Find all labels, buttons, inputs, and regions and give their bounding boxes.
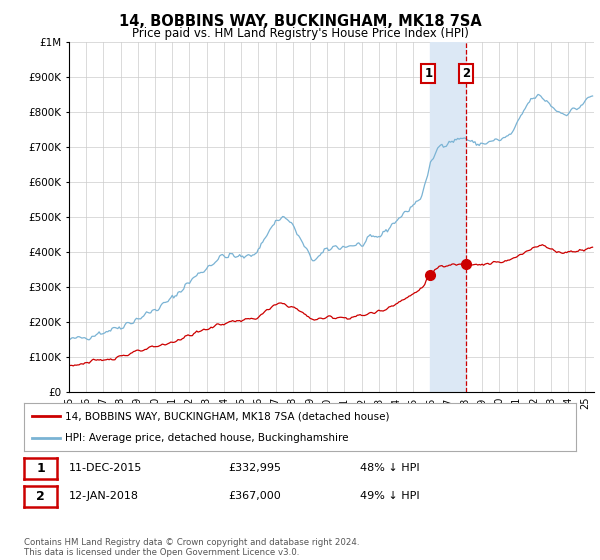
Text: 2: 2 — [36, 489, 45, 503]
Text: 1: 1 — [424, 67, 433, 80]
Bar — [430, 42, 466, 392]
Text: Price paid vs. HM Land Registry's House Price Index (HPI): Price paid vs. HM Land Registry's House … — [131, 27, 469, 40]
Text: £332,995: £332,995 — [228, 463, 281, 473]
Text: HPI: Average price, detached house, Buckinghamshire: HPI: Average price, detached house, Buck… — [65, 433, 349, 443]
Text: 49% ↓ HPI: 49% ↓ HPI — [360, 491, 419, 501]
Text: Contains HM Land Registry data © Crown copyright and database right 2024.
This d: Contains HM Land Registry data © Crown c… — [24, 538, 359, 557]
Text: 48% ↓ HPI: 48% ↓ HPI — [360, 463, 419, 473]
Text: 2: 2 — [463, 67, 470, 80]
Text: 14, BOBBINS WAY, BUCKINGHAM, MK18 7SA (detached house): 14, BOBBINS WAY, BUCKINGHAM, MK18 7SA (d… — [65, 411, 390, 421]
Text: 11-DEC-2015: 11-DEC-2015 — [69, 463, 142, 473]
Text: £367,000: £367,000 — [228, 491, 281, 501]
Text: 1: 1 — [36, 461, 45, 475]
Text: 12-JAN-2018: 12-JAN-2018 — [69, 491, 139, 501]
Text: 14, BOBBINS WAY, BUCKINGHAM, MK18 7SA: 14, BOBBINS WAY, BUCKINGHAM, MK18 7SA — [119, 14, 481, 29]
